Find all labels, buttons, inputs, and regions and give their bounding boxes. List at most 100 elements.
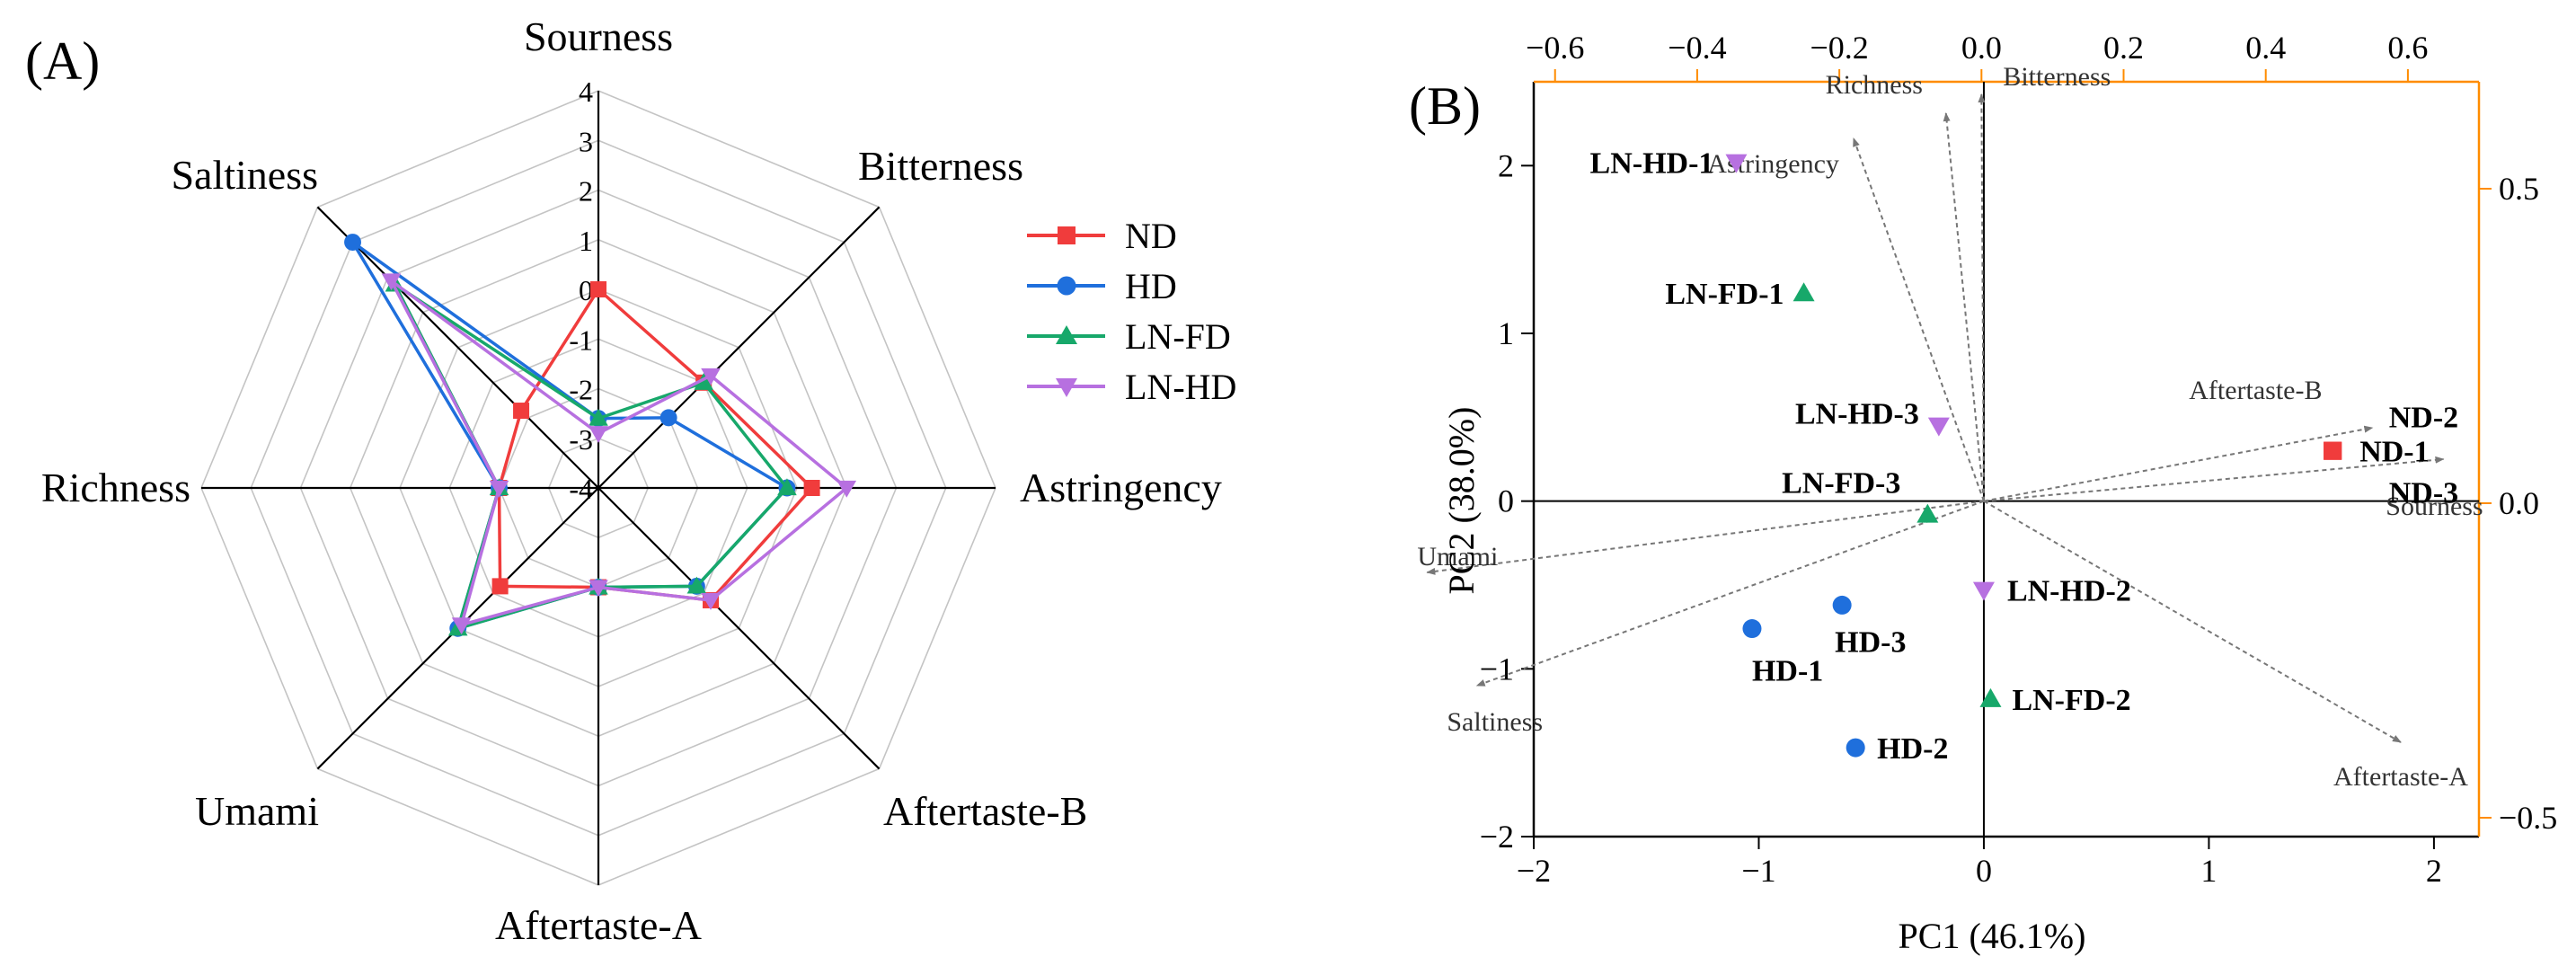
loading-arrow-aftertaste-b — [1983, 425, 2374, 502]
radar-axis-label-aftertaste-b: Aftertaste-B — [883, 788, 1087, 834]
pca-x-tick-label: 1 — [2200, 853, 2217, 889]
pca-point-label-ln-hd-3: LN-HD-3 — [1795, 398, 1919, 431]
radar-chart: -4-3-2-101234SournessBitternessAstringen… — [41, 13, 1237, 948]
legend-marker-nd — [1058, 226, 1076, 244]
radar-point-ln-hd-aftertaste-b — [701, 592, 721, 610]
pca-x-tick-label: −1 — [1741, 853, 1775, 889]
radar-tick-label: 2 — [579, 175, 593, 208]
radar-axis-label-umami: Umami — [195, 788, 319, 834]
pca-x-axis-title: PC1 (46.1%) — [1899, 916, 2086, 956]
radar-legend: ND HD LN-FD LN-HD — [1027, 216, 1236, 407]
pca-y-tick-label: −1 — [1480, 651, 1514, 687]
pca-point-ln-fd-1 — [1793, 282, 1815, 302]
radar-point-nd-astringency — [803, 480, 820, 496]
radar-axis-label-aftertaste-a: Aftertaste-A — [495, 902, 702, 948]
pca-biplot: −2 −1 0 1 2 −2 −1 0 1 2 −0.6 −0.4 −0.2 0.0 0.2 0.4 0.6 −0… — [1417, 30, 2557, 889]
radar-tick-label: 0 — [579, 274, 593, 306]
legend-label-ln-fd: LN-FD — [1125, 316, 1231, 357]
pca-y-tick-label: 0 — [1498, 483, 1514, 519]
loading-arrow-sourness — [1983, 456, 2445, 502]
loading-arrow-saltiness — [1475, 500, 1985, 687]
radar-series-ln-hd — [381, 273, 857, 635]
loading-label-sourness: Sourness — [2386, 492, 2483, 521]
pca-top-tick-label: 0.6 — [2387, 30, 2428, 66]
radar-point-ln-hd-richness — [489, 480, 509, 498]
panel-a-label: (A) — [25, 31, 100, 91]
radar-point-ln-fd-bitterness — [694, 372, 714, 390]
pca-point-label-nd-3: ND-3 — [2389, 477, 2458, 510]
radar-point-nd-saltiness — [513, 403, 530, 420]
radar-tick-label: 4 — [579, 75, 593, 108]
radar-point-nd-umami — [491, 578, 509, 595]
pca-y-axis-title: PC2 (38.0%) — [1441, 407, 1482, 595]
pca-top-tick-label: −0.2 — [1810, 30, 1868, 66]
pca-x-tick-label: 0 — [1976, 853, 1992, 889]
radar-axis-label-astringency: Astringency — [1020, 465, 1222, 510]
radar-tick-label: -4 — [569, 473, 593, 505]
radar-point-hd-saltiness — [344, 234, 361, 251]
pca-top-tick-label: −0.6 — [1526, 30, 1584, 66]
loading-label-saltiness: Saltiness — [1447, 707, 1543, 737]
pca-point-label-hd-3: HD-3 — [1835, 625, 1906, 659]
pca-top-tick-label: 0.4 — [2245, 30, 2286, 66]
legend-label-ln-hd: LN-HD — [1125, 367, 1236, 407]
radar-axis-aftertaste-b — [598, 487, 881, 770]
radar-point-ln-hd-bitterness — [701, 368, 721, 386]
pca-right-tick-label: 0.0 — [2499, 485, 2539, 521]
loading-label-aftertaste-b: Aftertaste-B — [2189, 376, 2322, 405]
pca-point-hd-2 — [1846, 738, 1865, 758]
radar-point-ln-hd-saltiness — [381, 273, 402, 291]
radar-point-hd-bitterness — [659, 409, 677, 427]
pca-point-label-ln-hd-1: LN-HD-1 — [1590, 147, 1714, 181]
radar-point-ln-fd-astringency — [777, 478, 797, 496]
radar-point-ln-fd-aftertaste-b — [686, 576, 707, 594]
loading-arrow-astringency — [1852, 137, 1985, 502]
radar-point-ln-hd-umami — [451, 617, 472, 635]
pca-point-nd-3 — [2324, 441, 2342, 460]
legend-label-nd: ND — [1125, 216, 1177, 256]
radar-series-nd — [491, 281, 820, 609]
pca-point-hd-1 — [1742, 619, 1762, 639]
pca-point-label-ln-fd-2: LN-FD-2 — [2012, 684, 2130, 717]
pca-point-ln-hd-2 — [1972, 581, 1995, 601]
pca-point-ln-fd-3 — [1917, 503, 1939, 523]
radar-point-ln-hd-aftertaste-a — [589, 580, 608, 598]
legend-marker-ln-fd — [1056, 325, 1077, 344]
panel-b-label: (B) — [1409, 76, 1481, 136]
loading-arrow-bitterness — [1978, 93, 1986, 501]
pca-point-ln-hd-1 — [1725, 154, 1748, 173]
radar-tick-label: 3 — [579, 125, 593, 157]
radar-axis-bitterness — [598, 206, 881, 489]
radar-point-ln-hd-sourness — [589, 426, 608, 444]
pca-top-tick-label: 0.0 — [1961, 30, 2002, 66]
pca-right-tick-label: 0.5 — [2499, 171, 2539, 207]
pca-point-ln-fd-2 — [1979, 687, 2002, 707]
legend-marker-ln-hd — [1056, 378, 1077, 397]
radar-point-ln-fd-sourness — [589, 408, 608, 426]
loading-label-bitterness: Bitterness — [2003, 62, 2111, 92]
pca-right-tick-label: −0.5 — [2499, 800, 2557, 836]
legend-label-hd: HD — [1125, 266, 1177, 306]
pca-y-tick-label: −2 — [1480, 819, 1514, 855]
loading-label-umami: Umami — [1417, 542, 1498, 572]
radar-axis-label-sourness: Sourness — [524, 13, 673, 59]
radar-series-line — [389, 279, 848, 627]
pca-y-tick-label: 2 — [1498, 147, 1514, 183]
pca-x-tick-label: 2 — [2426, 853, 2442, 889]
pca-point-hd-3 — [1832, 595, 1852, 615]
pca-top-tick-label: 0.2 — [2103, 30, 2144, 66]
pca-point-label-ln-fd-3: LN-FD-3 — [1782, 467, 1900, 501]
pca-point-label-ln-hd-2: LN-HD-2 — [2007, 575, 2131, 608]
pca-point-label-hd-2: HD-2 — [1877, 732, 1948, 766]
pca-point-label-ln-fd-1: LN-FD-1 — [1665, 278, 1784, 311]
pca-y-tick-label: 1 — [1498, 315, 1514, 351]
pca-top-tick-label: −0.4 — [1668, 30, 1726, 66]
legend-marker-hd — [1057, 276, 1076, 296]
radar-axis-label-richness: Richness — [41, 465, 190, 510]
pca-point-label-hd-1: HD-1 — [1752, 655, 1823, 688]
radar-axis-saltiness — [316, 206, 599, 489]
pca-point-label-nd-2: ND-2 — [2389, 402, 2458, 435]
radar-point-ln-hd-astringency — [837, 480, 857, 498]
radar-tick-label: -3 — [569, 423, 593, 456]
